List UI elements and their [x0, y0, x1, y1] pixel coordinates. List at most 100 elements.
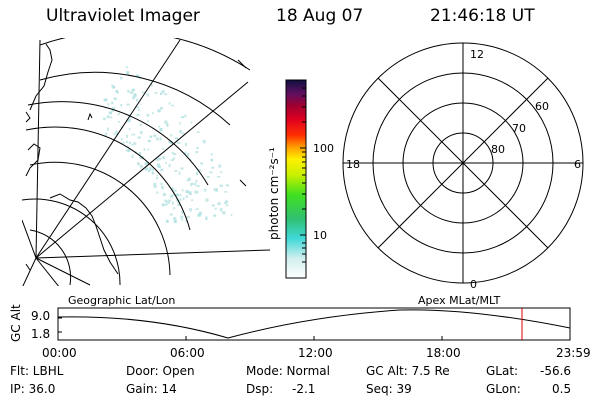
mlt-label-6: 6 [574, 158, 581, 171]
aurora-speck [213, 214, 217, 217]
altitude-ymax: 9.0 [31, 309, 50, 323]
aurora-speck [119, 76, 123, 80]
aurora-speck [111, 84, 114, 88]
aurora-speck [172, 157, 175, 160]
aurora-speck [196, 131, 200, 134]
aurora-speck [147, 120, 149, 123]
aurora-speck [120, 104, 123, 107]
aurora-speck [106, 115, 110, 119]
aurora-speck [175, 198, 179, 202]
aurora-speck [195, 208, 199, 211]
aurora-speck [147, 169, 151, 172]
aurora-speck [172, 189, 176, 192]
aurora-speck [139, 123, 142, 126]
aurora-speck [164, 203, 167, 206]
mlt-label-0: 0 [470, 278, 477, 291]
aurora-speck [184, 151, 187, 155]
aurora-speck [133, 142, 137, 145]
altitude-xtick-4: 23:59 [556, 346, 591, 360]
aurora-speck [136, 106, 139, 109]
aurora-speck [179, 130, 182, 133]
aurora-speck [111, 107, 116, 111]
aurora-speck [171, 104, 174, 107]
aurora-speck [219, 207, 223, 212]
altitude-xtick-0: 00:00 [42, 346, 77, 360]
aurora-speck [127, 89, 130, 93]
lat-label-70: 70 [512, 122, 526, 135]
aurora-speck [126, 141, 129, 143]
aurora-speck [190, 183, 193, 187]
aurora-speck [107, 127, 109, 131]
aurora-speck [108, 111, 112, 115]
aurora-speck [139, 156, 143, 159]
aurora-speck [186, 215, 190, 219]
aurora-speck [168, 199, 172, 202]
aurora-speck [153, 184, 157, 188]
aurora-speck [211, 204, 215, 207]
aurora-speck [156, 191, 159, 194]
aurora-speck [164, 93, 168, 96]
aurora-speck [160, 92, 163, 95]
info-gain: Gain: 14 [126, 382, 177, 396]
info-glon-value: 0.5 [552, 382, 572, 396]
aurora-speck [214, 207, 217, 210]
info-mode: Mode: Normal [246, 364, 330, 378]
aurora-speck [197, 213, 201, 217]
aurora-speck [209, 171, 213, 174]
aurora-speck [126, 134, 128, 138]
geographic-map [22, 38, 270, 286]
aurora-speck [160, 182, 163, 185]
aurora-speck [206, 175, 210, 178]
aurora-speck [174, 137, 178, 140]
aurora-speck [198, 169, 202, 172]
aurora-speck [195, 151, 199, 154]
aurora-speck [165, 219, 169, 223]
aurora-speck [170, 159, 174, 161]
coastlines [25, 43, 119, 275]
aurora-speck [179, 198, 182, 201]
aurora-speck [136, 113, 140, 116]
aurora-speck [195, 179, 198, 183]
info-seq: Seq: 39 [366, 382, 412, 396]
aurora-speck [194, 190, 198, 194]
lat-lon-grid [22, 38, 270, 286]
aurora-speck [190, 121, 193, 124]
aurora-speck [173, 219, 177, 223]
colorbar [285, 79, 307, 279]
aurora-speck [169, 213, 173, 216]
aurora-speck [210, 153, 213, 156]
aurora-speck [152, 168, 154, 171]
aurora-speck [162, 192, 166, 197]
aurora-speck [115, 90, 118, 93]
aurora-speck [230, 213, 233, 217]
colorbar-tick-100: 100 [313, 142, 334, 155]
aurora-speck [215, 188, 218, 192]
aurora-speck [197, 191, 199, 194]
aurora-speck [147, 139, 151, 143]
aurora-speck [165, 162, 167, 164]
mlt-label-18: 18 [346, 158, 360, 171]
aurora-speck [128, 114, 131, 116]
aurora-speck [148, 167, 153, 171]
info-glat-value: -56.6 [540, 364, 572, 378]
aurora-speck [146, 93, 149, 97]
aurora-speck [182, 197, 185, 200]
aurora-speck [122, 141, 125, 144]
aurora-speck [130, 91, 134, 94]
aurora-speck [173, 192, 175, 197]
polar-grid [342, 42, 584, 284]
aurora-speck [125, 149, 129, 152]
info-dsp-value: -2.1 [292, 382, 316, 396]
aurora-speck [168, 102, 171, 105]
aurora-speck [191, 182, 194, 185]
aurora-speck [224, 202, 227, 204]
altitude-xtick-1: 06:00 [170, 346, 205, 360]
altitude-xtick-3: 18:00 [426, 346, 461, 360]
aurora-speck [138, 109, 141, 111]
aurora-speck [175, 193, 178, 196]
aurora-speck [161, 203, 165, 207]
aurora-speck [187, 153, 190, 157]
aurora-speck [161, 90, 165, 94]
aurora-speck [143, 148, 146, 151]
aurora-speck [216, 176, 221, 178]
